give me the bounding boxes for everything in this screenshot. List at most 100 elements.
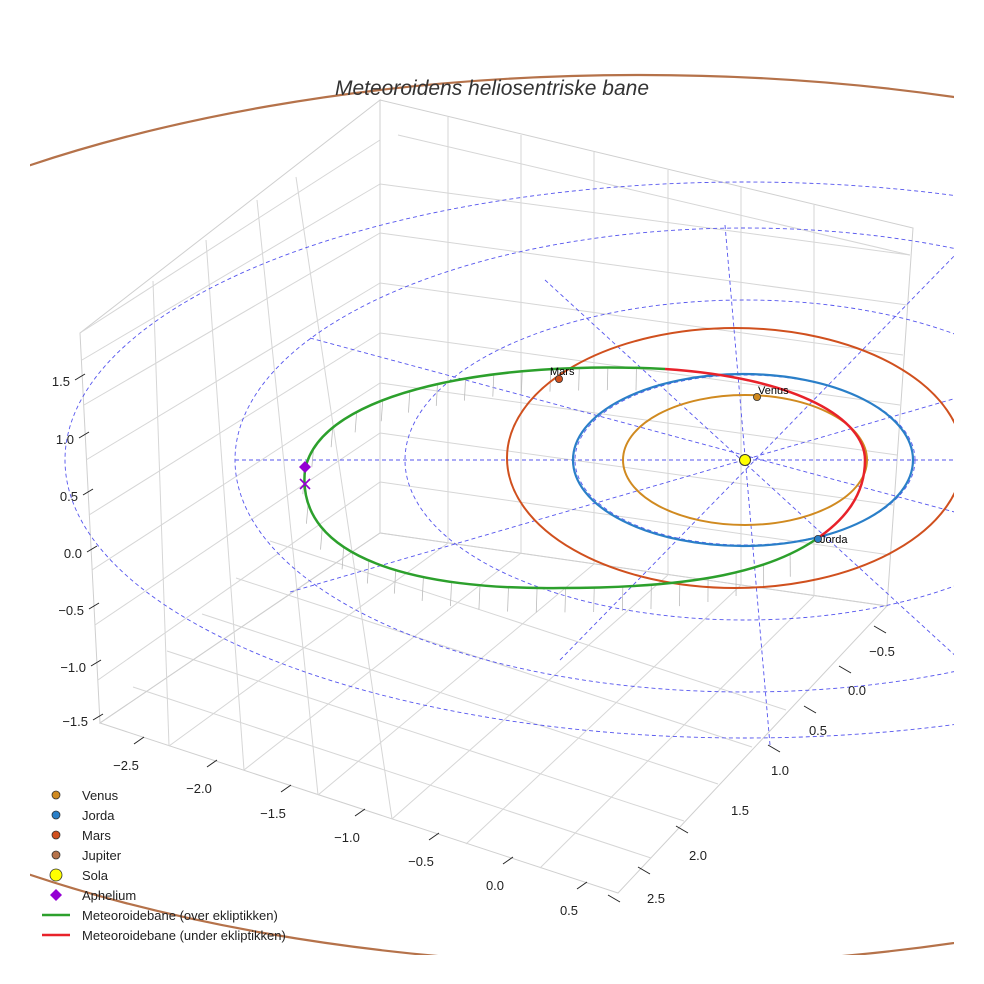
projection-line (478, 585, 481, 610)
projection-line (507, 587, 509, 612)
projection-line (393, 570, 397, 594)
right-grid-line (379, 432, 894, 506)
floor-grid-line (235, 577, 753, 748)
floor-grid-line (391, 574, 669, 820)
z-tick-mark (74, 373, 86, 381)
x-tick-mark (354, 808, 366, 817)
y-tick-label: 1.5 (731, 803, 749, 818)
z-tick-mark (82, 488, 94, 496)
y-tick-label: 0.5 (809, 723, 827, 738)
y-tick-label: 1.0 (771, 763, 789, 778)
x-axis-ticks: −2.5 −2.0 −1.5 −1.0 −0.5 0.0 0.5 (113, 736, 588, 918)
meteoroid-orbit-below (664, 367, 867, 542)
earth-label: Jorda (820, 534, 848, 546)
y-axis-ticks: −0.5 0.0 0.5 1.0 1.5 2.0 2.5 (607, 625, 895, 906)
legend-label: Jorda (82, 808, 115, 823)
legend-item: Meteoroidebane (over ekliptikken) (42, 908, 278, 923)
legend-label: Meteoroidebane (over ekliptikken) (82, 908, 278, 923)
venus-marker (753, 392, 762, 401)
chart-title: Meteoroidens heliosentriske bane (335, 77, 649, 100)
z-tick-label: 0.5 (60, 489, 78, 504)
y-tick-mark (637, 866, 651, 875)
legend-label: Venus (82, 788, 119, 803)
legend-label: Aphelium (82, 888, 136, 903)
legend-symbol (51, 850, 61, 860)
right-grid-line (379, 183, 911, 256)
projection-line (578, 367, 580, 391)
x-tick-label: −1.5 (260, 806, 286, 821)
venus-label: Venus (758, 385, 789, 397)
left-grid-line (97, 481, 381, 681)
projection-line (341, 546, 345, 570)
legend-symbol (51, 810, 61, 820)
y-tick-label: 0.0 (848, 683, 866, 698)
right-grid-line (379, 481, 891, 556)
right-grid-line (379, 232, 908, 306)
right-grid-line (379, 282, 904, 356)
right-grid-line (379, 382, 898, 456)
ecliptic-spoke (544, 279, 954, 656)
ecliptic-spoke (559, 255, 954, 661)
legend-label: Sola (82, 868, 109, 883)
floor-grid-line (465, 584, 742, 845)
projection-line (421, 577, 424, 601)
left-grid-line (83, 232, 381, 406)
floor-grid-line (317, 563, 595, 796)
earth-marker (814, 535, 823, 544)
z-tick-label: −1.0 (60, 660, 86, 675)
legend-symbol (51, 790, 61, 800)
sun-marker (739, 454, 751, 466)
x-tick-mark (133, 736, 145, 745)
legend-item: Mars (51, 828, 111, 843)
z-tick-label: −1.5 (62, 714, 88, 729)
z-tick-mark (86, 545, 98, 553)
y-tick-mark (675, 825, 689, 834)
meteoroid-orbit-above (303, 366, 816, 590)
ecliptic-spoke (724, 224, 771, 746)
legend-item: Meteoroidebane (under ekliptikken) (42, 928, 286, 943)
projection-lines (302, 367, 791, 613)
left-grid-line (88, 332, 381, 516)
legend-label: Meteoroidebane (under ekliptikken) (82, 928, 286, 943)
planets: Mars Venus Jorda (550, 366, 848, 546)
y-tick-mark (767, 744, 781, 753)
floor-grid-line (168, 542, 449, 747)
legend-item: Venus (51, 788, 119, 803)
legend-item: Sola (49, 868, 109, 883)
projection-line (492, 374, 495, 397)
left-pane (79, 98, 381, 724)
jupiter-orbit (30, 74, 954, 955)
y-tick-mark (607, 894, 621, 903)
x-tick-mark (502, 856, 514, 865)
ecliptic-reference (64, 181, 954, 746)
x-tick-mark (428, 832, 440, 841)
left-grid-line (85, 282, 381, 461)
left-grid-line (81, 183, 381, 361)
aphelion-projection-x (299, 478, 311, 490)
left-grid-line (295, 176, 393, 820)
projection-line (354, 411, 358, 433)
z-tick-label: 0.0 (64, 546, 82, 561)
axis-panes (79, 98, 914, 894)
ecliptic-ring (64, 181, 954, 739)
left-grid-line (256, 199, 319, 796)
z-tick-mark (78, 431, 90, 439)
legend-symbol (50, 889, 62, 901)
left-grid-line (152, 280, 170, 747)
projection-line (535, 588, 538, 613)
x-tick-mark (206, 759, 218, 768)
x-tick-label: −0.5 (408, 854, 434, 869)
projection-line (305, 503, 309, 524)
mars-marker (555, 374, 564, 383)
x-tick-label: 0.0 (486, 878, 504, 893)
legend-item: Jupiter (51, 848, 122, 863)
floor-grid-line (539, 595, 815, 869)
floor-grid-line (269, 540, 787, 711)
z-tick-label: 1.5 (52, 374, 70, 389)
z-tick-mark (92, 713, 104, 721)
mars-label: Mars (550, 366, 575, 378)
right-pane (379, 99, 914, 607)
projection-line (330, 427, 334, 448)
z-tick-mark (90, 659, 102, 667)
